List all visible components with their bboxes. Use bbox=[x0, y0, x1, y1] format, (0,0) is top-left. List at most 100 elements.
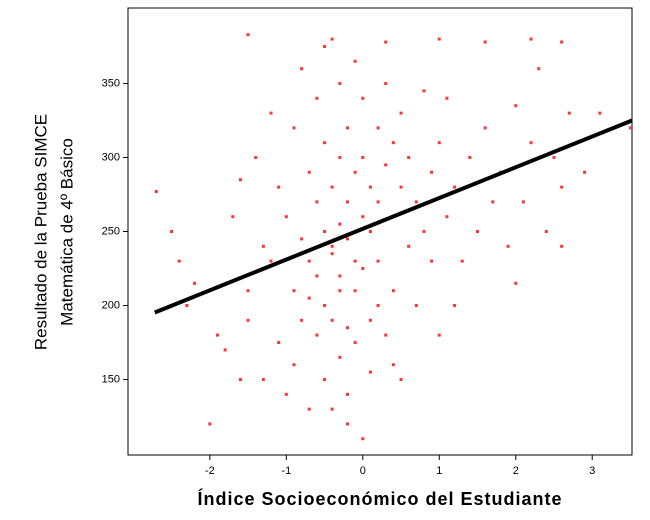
point bbox=[560, 244, 564, 248]
point bbox=[437, 333, 441, 337]
point bbox=[208, 422, 212, 426]
point bbox=[384, 333, 388, 337]
point bbox=[368, 185, 372, 189]
point bbox=[284, 392, 288, 396]
point bbox=[330, 244, 334, 248]
point bbox=[338, 81, 342, 85]
point bbox=[376, 259, 380, 263]
point bbox=[384, 163, 388, 167]
point bbox=[323, 230, 327, 233]
point bbox=[330, 318, 334, 322]
point bbox=[246, 318, 250, 322]
point bbox=[323, 141, 327, 145]
point bbox=[345, 392, 349, 396]
point bbox=[323, 44, 327, 48]
point bbox=[384, 81, 388, 85]
x-axis-label: Índice Socioeconómico del Estudiante bbox=[197, 488, 562, 509]
point bbox=[560, 185, 564, 189]
point bbox=[231, 215, 235, 219]
point bbox=[154, 190, 158, 194]
point bbox=[368, 370, 372, 374]
point bbox=[323, 378, 327, 382]
point bbox=[376, 126, 380, 130]
point bbox=[437, 141, 441, 145]
y-axis-label: Resultado de la Prueba SIMCE bbox=[31, 114, 50, 350]
point bbox=[353, 259, 357, 263]
point bbox=[177, 259, 181, 263]
y-tick-label: 350 bbox=[102, 77, 120, 89]
point bbox=[430, 259, 434, 263]
point bbox=[399, 185, 403, 189]
point bbox=[300, 67, 304, 71]
point bbox=[407, 155, 411, 159]
point bbox=[307, 407, 311, 411]
point bbox=[399, 111, 403, 115]
point bbox=[353, 341, 357, 345]
point bbox=[338, 289, 342, 293]
point bbox=[544, 230, 548, 233]
point bbox=[345, 422, 349, 426]
x-tick-label: 2 bbox=[513, 465, 519, 477]
point bbox=[353, 59, 357, 63]
point bbox=[514, 281, 518, 285]
point bbox=[361, 96, 365, 100]
point bbox=[307, 259, 311, 263]
x-tick-label: 1 bbox=[436, 465, 442, 477]
point bbox=[345, 326, 349, 330]
point bbox=[300, 237, 304, 241]
point bbox=[453, 304, 457, 308]
y-tick-label: 300 bbox=[102, 151, 120, 163]
point bbox=[353, 289, 357, 293]
point bbox=[422, 230, 426, 233]
point bbox=[376, 200, 380, 204]
point bbox=[422, 89, 426, 93]
point bbox=[407, 244, 411, 248]
point bbox=[315, 274, 319, 278]
point bbox=[330, 185, 334, 189]
y-tick-label: 200 bbox=[102, 299, 120, 311]
point bbox=[391, 363, 395, 367]
point bbox=[315, 96, 319, 100]
point bbox=[246, 289, 250, 293]
point bbox=[483, 126, 487, 130]
point bbox=[261, 244, 265, 248]
point bbox=[323, 304, 327, 308]
point bbox=[277, 341, 281, 345]
y-axis-label: Matemática de 4º Básico bbox=[57, 138, 76, 326]
point bbox=[468, 155, 472, 159]
point bbox=[560, 40, 564, 44]
point bbox=[529, 37, 533, 41]
point bbox=[284, 215, 288, 219]
point bbox=[185, 304, 189, 308]
point bbox=[491, 200, 495, 204]
x-tick-label: -1 bbox=[281, 465, 291, 477]
point bbox=[476, 230, 480, 233]
point bbox=[391, 141, 395, 145]
point bbox=[361, 437, 365, 441]
point bbox=[345, 237, 349, 241]
point bbox=[414, 304, 418, 308]
point bbox=[353, 170, 357, 174]
point bbox=[330, 252, 334, 256]
point bbox=[300, 318, 304, 322]
trend-line bbox=[154, 118, 633, 315]
y-tick-label: 150 bbox=[102, 373, 120, 385]
point bbox=[223, 348, 227, 352]
point bbox=[345, 126, 349, 130]
point bbox=[521, 200, 525, 204]
point bbox=[483, 40, 487, 44]
point bbox=[193, 281, 197, 285]
point bbox=[338, 355, 342, 359]
x-tick-label: 3 bbox=[589, 465, 595, 477]
point bbox=[330, 37, 334, 41]
point bbox=[391, 289, 395, 293]
plot-frame bbox=[127, 7, 633, 456]
point bbox=[445, 96, 449, 100]
point bbox=[277, 185, 281, 189]
point bbox=[460, 259, 464, 263]
point bbox=[361, 267, 365, 271]
point bbox=[215, 333, 219, 337]
point bbox=[361, 155, 365, 159]
